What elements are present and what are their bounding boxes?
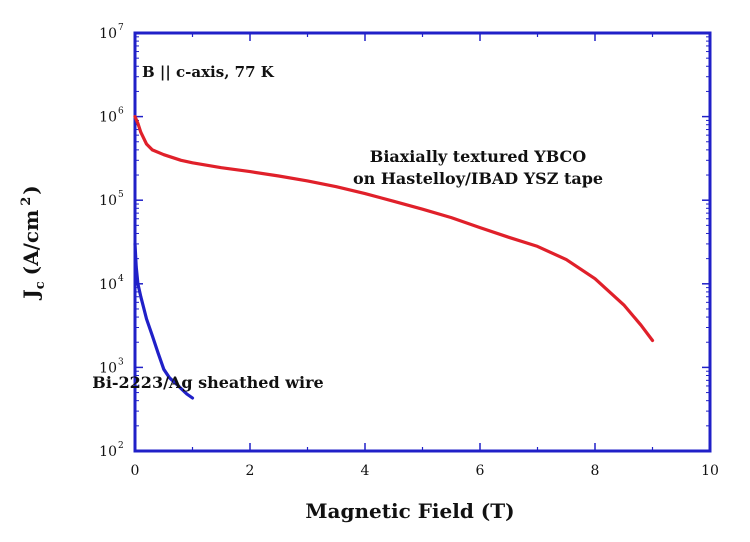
y-tick-label: 10 <box>99 193 117 209</box>
labels-layer: Biaxially textured YBCO on Hastelloy/IBAD… <box>92 147 603 392</box>
y-tick-exponent: 6 <box>118 107 124 117</box>
y-axis-title-units-open: (A/cm <box>19 210 43 276</box>
x-tick-label: 0 <box>131 463 140 479</box>
x-tick-label: 10 <box>701 463 719 479</box>
y-tick-label: 10 <box>99 26 117 42</box>
y-tick-exponent: 2 <box>118 441 124 451</box>
y-tick-exponent: 4 <box>118 274 124 284</box>
x-axis-title: Magnetic Field (T) <box>305 499 514 523</box>
y-tick-base: 10 <box>99 110 117 126</box>
condition-label: B || c-axis, 77 K <box>142 63 275 81</box>
y-tick-label: 10 <box>99 277 117 293</box>
x-tick-label: 8 <box>591 463 600 479</box>
y-axis-title-units-close: ) <box>19 185 43 194</box>
y-tick-label: 10 <box>99 444 117 460</box>
y-axis-title-units-sup: 2 <box>19 197 34 206</box>
y-tick-exponent: 3 <box>118 357 124 367</box>
y-axis-title-main: J <box>19 289 43 300</box>
x-tick-label: 2 <box>246 463 255 479</box>
y-tick-base: 10 <box>99 193 117 209</box>
y-axis-title: Jc (A/cm 2) <box>19 185 48 301</box>
y-tick-base: 10 <box>99 26 117 42</box>
x-tick-label: 4 <box>361 463 370 479</box>
series-layer <box>133 114 655 400</box>
series-label-1: Bi-2223/Ag sheathed wire <box>92 373 323 392</box>
y-tick-exponent: 7 <box>118 23 124 33</box>
y-tick-label: 10 <box>99 110 117 126</box>
series-line-0 <box>133 114 655 343</box>
y-axis-title-sub: c <box>33 281 48 289</box>
y-tick-label: 10 <box>99 360 117 376</box>
series-label-0: on Hastelloy/IBAD YSZ tape <box>353 169 603 188</box>
series-line-1 <box>133 242 195 400</box>
y-tick-base: 10 <box>99 444 117 460</box>
y-tick-base: 10 <box>99 277 117 293</box>
y-tick-base: 10 <box>99 360 117 376</box>
x-tick-label: 6 <box>476 463 485 479</box>
y-tick-exponent: 5 <box>118 190 124 200</box>
series-label-0: Biaxially textured YBCO <box>370 147 586 166</box>
